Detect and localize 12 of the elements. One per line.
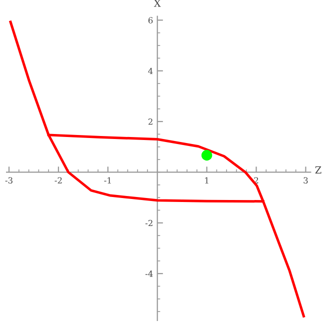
x-tick-label: 3 [304, 177, 308, 184]
x-axis-title: Z [315, 166, 322, 174]
x-tick-label: 1 [205, 177, 208, 184]
y-tick-label: 4 [148, 68, 153, 74]
x-tick-label: -1 [104, 177, 111, 184]
y-tick-label: -2 [145, 220, 152, 226]
y-axis-title: X [154, 0, 161, 7]
y-tick-label: 2 [148, 118, 152, 125]
y-tick-label: 6 [148, 17, 153, 24]
x-tick-label: -2 [54, 177, 62, 184]
y-tick-label: -4 [145, 270, 153, 277]
x-tick-label: -3 [5, 177, 12, 184]
